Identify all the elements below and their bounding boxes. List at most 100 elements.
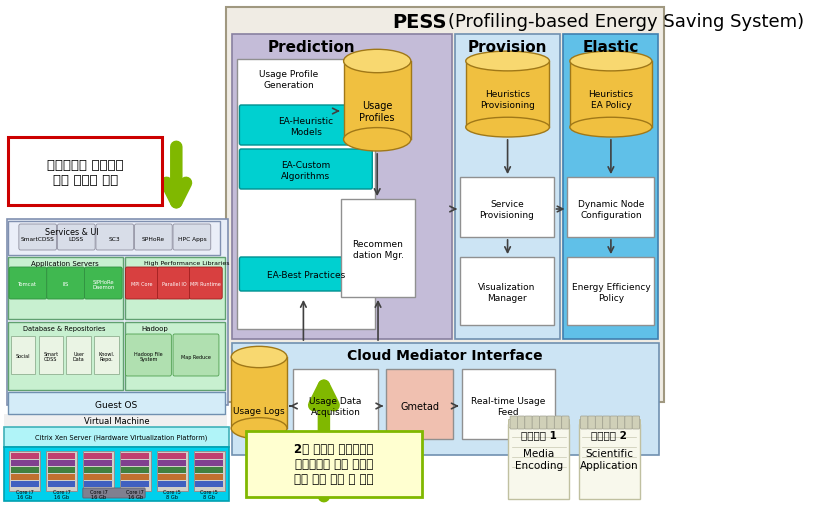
Text: Database & Repositories: Database & Repositories [23, 325, 105, 331]
Bar [11, 481, 38, 487]
Bar [11, 453, 38, 459]
FancyBboxPatch shape [85, 268, 122, 299]
Bar [47, 460, 75, 466]
Bar [570, 62, 652, 128]
Text: 2종 이상의 프로파일링
시나리오를 통한 리소스
소비 모델 도출 및 평가: 2종 이상의 프로파일링 시나리오를 통한 리소스 소비 모델 도출 및 평가 [294, 442, 374, 485]
Text: Elastic: Elastic [583, 39, 639, 55]
Text: Knowl.
Repo.: Knowl. Repo. [99, 351, 115, 362]
Text: Energy Efficiency
Policy: Energy Efficiency Policy [571, 283, 650, 302]
Text: Core i7
16 Gb: Core i7 16 Gb [52, 489, 70, 499]
Bar [11, 467, 38, 473]
Bar [122, 481, 149, 487]
Bar [122, 460, 149, 466]
FancyBboxPatch shape [173, 225, 211, 250]
Text: Heuristics
EA Policy: Heuristics EA Policy [588, 90, 633, 110]
Bar [344, 62, 410, 140]
FancyBboxPatch shape [189, 268, 222, 299]
Bar [579, 419, 640, 427]
FancyBboxPatch shape [580, 416, 588, 429]
Bar [225, 8, 664, 402]
Bar [11, 474, 38, 480]
Text: LDSS: LDSS [69, 236, 84, 241]
FancyBboxPatch shape [239, 258, 372, 291]
FancyBboxPatch shape [525, 416, 532, 429]
FancyBboxPatch shape [96, 225, 134, 250]
Text: Tomcat: Tomcat [19, 282, 38, 287]
Text: Dynamic Node
Configuration: Dynamic Node Configuration [578, 200, 644, 219]
Bar [125, 258, 224, 319]
Bar [11, 460, 38, 466]
Text: Usage Data
Acquisition: Usage Data Acquisition [309, 396, 361, 416]
Bar [85, 474, 113, 480]
Text: Visualization
Manager: Visualization Manager [478, 283, 535, 302]
Bar [462, 369, 555, 439]
Bar [85, 467, 113, 473]
Ellipse shape [344, 128, 410, 152]
Bar [47, 467, 75, 473]
Text: SC3: SC3 [109, 236, 121, 241]
Bar [4, 447, 228, 501]
Bar [7, 220, 228, 405]
Text: Social: Social [16, 354, 30, 359]
Text: User
Data: User Data [73, 351, 85, 362]
Text: 시나리오 1: 시나리오 1 [521, 429, 557, 439]
Bar [8, 222, 220, 256]
Bar [293, 369, 378, 439]
Bar [47, 453, 75, 459]
Bar [8, 138, 162, 206]
Text: Gmetad: Gmetad [401, 401, 439, 411]
Bar [47, 481, 75, 487]
Text: Citrix Xen Server (Hardware Virtualization Platform): Citrix Xen Server (Hardware Virtualizati… [35, 434, 207, 440]
FancyBboxPatch shape [19, 225, 56, 250]
Text: Smart
CDSS: Smart CDSS [43, 351, 59, 362]
Bar [66, 336, 91, 374]
Bar [8, 392, 224, 414]
Bar [158, 481, 186, 487]
Text: Core i5
8 Gb: Core i5 8 Gb [200, 489, 218, 499]
Bar [8, 258, 123, 319]
Bar [4, 414, 227, 426]
Text: Core i5
8 Gb: Core i5 8 Gb [163, 489, 181, 499]
FancyBboxPatch shape [510, 416, 517, 429]
Bar [82, 451, 114, 491]
Text: High Performance Libraries: High Performance Libraries [144, 261, 229, 266]
Bar [195, 460, 223, 466]
Text: Hadoop: Hadoop [142, 325, 169, 331]
FancyBboxPatch shape [47, 268, 85, 299]
Text: Core i7
16 Gb: Core i7 16 Gb [16, 489, 33, 499]
Text: IIS: IIS [62, 282, 69, 287]
Text: SmartCDSS: SmartCDSS [20, 236, 55, 241]
Ellipse shape [466, 118, 549, 138]
FancyBboxPatch shape [57, 225, 95, 250]
Bar [9, 451, 40, 491]
Bar [341, 199, 415, 297]
Text: MPI Core: MPI Core [131, 282, 153, 287]
Text: Hadoop File
System: Hadoop File System [134, 351, 162, 362]
Text: Parallel IO: Parallel IO [162, 282, 186, 287]
Bar [579, 424, 640, 499]
Text: EA-Custom
Algorithms: EA-Custom Algorithms [282, 161, 330, 180]
Text: Scientific
Application: Scientific Application [580, 448, 639, 470]
FancyBboxPatch shape [618, 416, 625, 429]
FancyBboxPatch shape [610, 416, 618, 429]
Bar [460, 178, 553, 237]
FancyBboxPatch shape [517, 416, 525, 429]
Bar [246, 431, 423, 497]
Text: Services & UI: Services & UI [45, 227, 99, 236]
Text: Cloud Mediator Interface: Cloud Mediator Interface [348, 348, 543, 362]
Bar [195, 481, 223, 487]
Text: 테스트베드 플랫폼에
제안 시스템 구현: 테스트베드 플랫폼에 제안 시스템 구현 [47, 159, 123, 187]
Bar [460, 258, 553, 325]
Ellipse shape [466, 52, 549, 72]
Text: SIPHoRe
Daemon: SIPHoRe Daemon [92, 279, 114, 290]
Bar [158, 453, 186, 459]
Text: SPHoRe: SPHoRe [142, 236, 165, 241]
Bar [46, 451, 77, 491]
Bar [4, 427, 228, 447]
Text: HPC Apps: HPC Apps [178, 236, 206, 241]
Text: Heuristics
Provisioning: Heuristics Provisioning [480, 90, 535, 110]
Bar [85, 481, 113, 487]
FancyBboxPatch shape [561, 416, 569, 429]
Bar [195, 467, 223, 473]
Text: MPI Runtime: MPI Runtime [190, 282, 221, 287]
